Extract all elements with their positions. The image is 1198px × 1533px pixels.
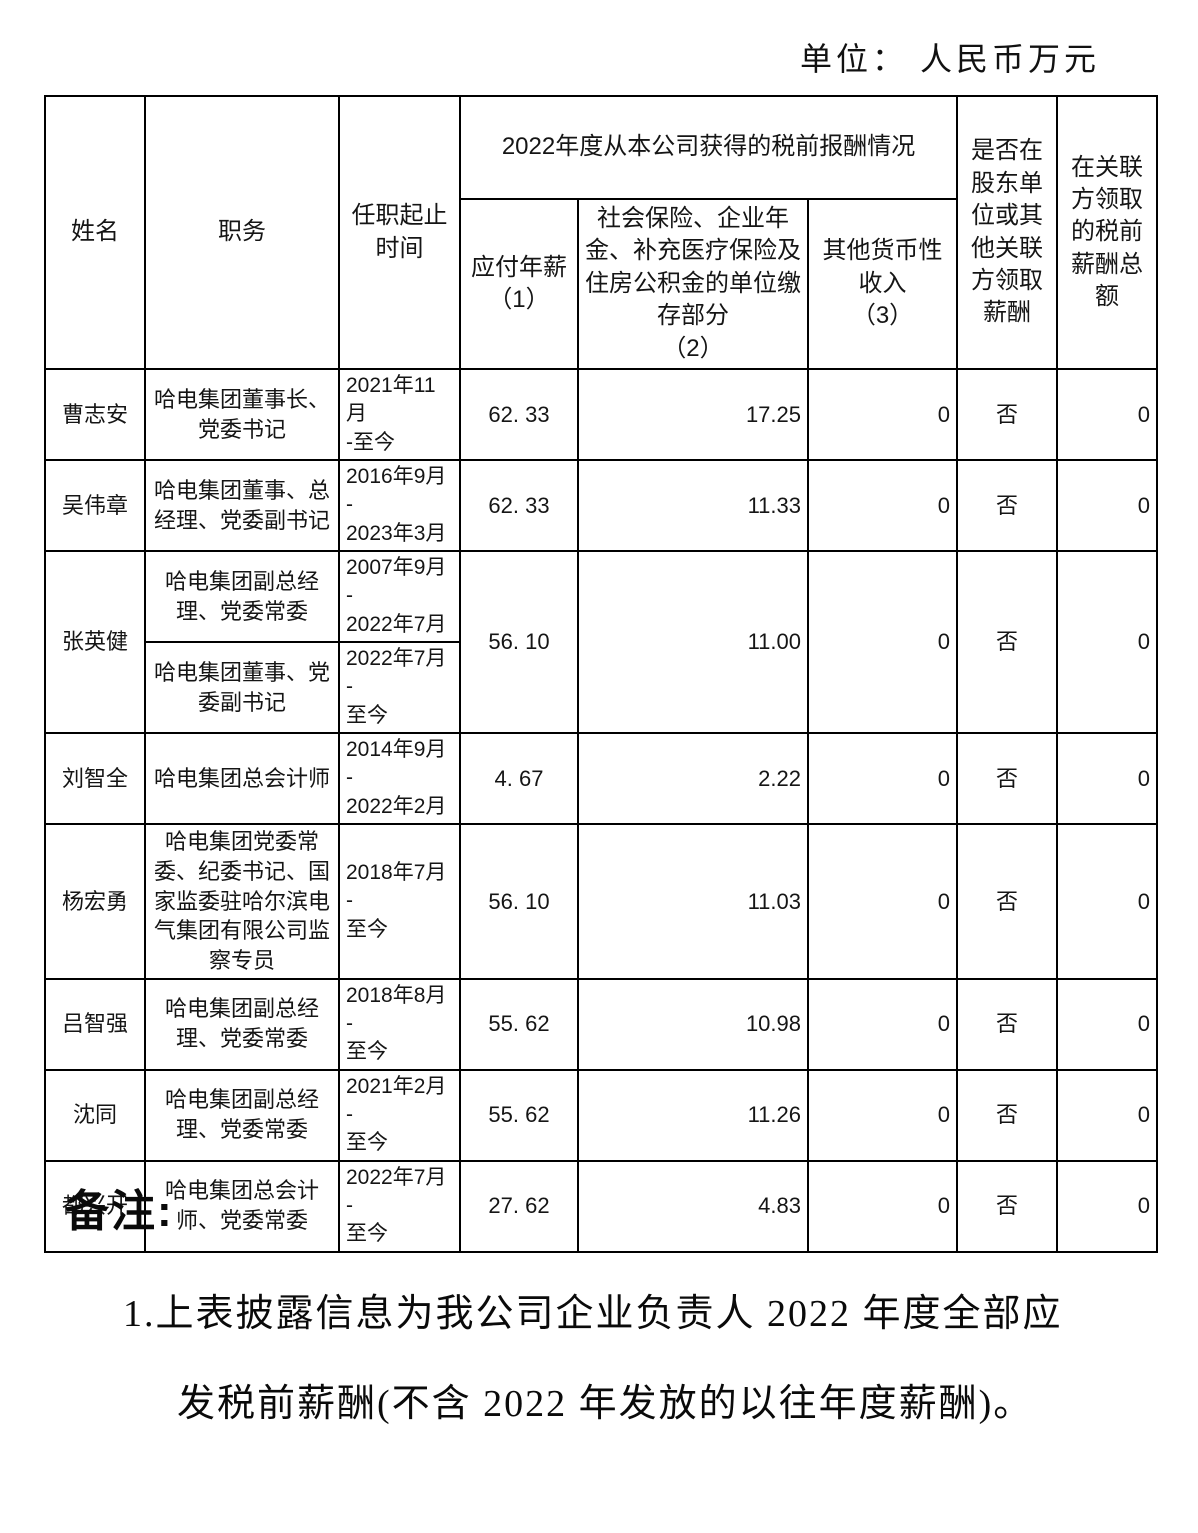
table-row: 杨宏勇 哈电集团党委常委、纪委书记、国家监委驻哈尔滨电气集团有限公司监察专员 2… bbox=[44, 823, 1159, 980]
cell-insurance: 11.03 bbox=[577, 823, 809, 980]
cell-salary: 62. 33 bbox=[459, 367, 579, 462]
cell-insurance: 11.00 bbox=[577, 550, 809, 735]
col-header-insurance: 社会保险、企业年金、补充医疗保险及住房公积金的单位缴存部分 （2） bbox=[577, 198, 809, 370]
cell-name: 刘智全 bbox=[44, 732, 146, 826]
cell-other-income: 0 bbox=[806, 459, 959, 553]
table-row: 张英健 哈电集团副总经理、党委常委 2007年9月 - 2022年7月 56. … bbox=[44, 550, 1159, 735]
cell-position: 哈电集团党委常委、纪委书记、国家监委驻哈尔滨电气集团有限公司监察专员 bbox=[144, 823, 340, 980]
cell-position: 哈电集团副总经理、党委常委 bbox=[144, 550, 340, 644]
table-row: 吴伟章 哈电集团董事、总经理、党委副书记 2016年9月 - 2023年3月 6… bbox=[44, 459, 1159, 553]
cell-name: 吕智强 bbox=[44, 977, 146, 1071]
cell-salary: 4. 67 bbox=[459, 732, 579, 826]
table-header: 姓名 职务 任职起止时间 2022年度从本公司获得的税前报酬情况 是否在股东单位… bbox=[44, 95, 1159, 370]
cell-salary: 27. 62 bbox=[459, 1159, 579, 1253]
cell-position: 哈电集团董事、党委副书记 bbox=[144, 641, 340, 735]
cell-name: 吴伟章 bbox=[44, 459, 146, 553]
cell-related-total: 0 bbox=[1056, 367, 1159, 462]
col-header-salary: 应付年薪 （1） bbox=[459, 198, 579, 370]
table-row: 都兴开 哈电集团总会计师、党委常委 2022年7月 - 至今 27. 62 4.… bbox=[44, 1159, 1159, 1253]
cell-insurance: 11.33 bbox=[577, 459, 809, 553]
cell-term: 2016年9月 - 2023年3月 bbox=[338, 459, 461, 553]
cell-name: 杨宏勇 bbox=[44, 823, 146, 980]
table-row-sub: 哈电集团董事、党委副书记 2022年7月 - 至今 bbox=[45, 641, 1157, 735]
cell-related-pay: 否 bbox=[956, 823, 1059, 980]
table-row: 吕智强 哈电集团副总经理、党委常委 2018年8月 - 至今 55. 62 10… bbox=[44, 977, 1159, 1071]
col-header-term: 任职起止时间 bbox=[338, 95, 461, 370]
cell-insurance: 11.26 bbox=[577, 1068, 809, 1162]
cell-related-total: 0 bbox=[1056, 977, 1159, 1071]
header-row-top: 姓名 职务 任职起止时间 2022年度从本公司获得的税前报酬情况 是否在股东单位… bbox=[44, 95, 1159, 370]
cell-position: 哈电集团副总经理、党委常委 bbox=[144, 977, 340, 1071]
header-row-sub: 应付年薪 （1） 社会保险、企业年金、补充医疗保险及住房公积金的单位缴存部分 （… bbox=[45, 198, 1157, 370]
notes-title: 备注: bbox=[65, 1187, 174, 1236]
cell-term: 2014年9月 - 2022年2月 bbox=[338, 732, 461, 826]
cell-salary: 55. 62 bbox=[459, 977, 579, 1071]
cell-other-income: 0 bbox=[806, 1159, 959, 1253]
cell-position: 哈电集团董事、总经理、党委副书记 bbox=[144, 459, 340, 553]
cell-name: 曹志安 bbox=[44, 367, 146, 462]
notes-section: 备注: 1.上表披露信息为我公司企业负责人 2022 年度全部应 发税前薪酬(不… bbox=[65, 1175, 1160, 1449]
cell-related-pay: 否 bbox=[956, 977, 1059, 1071]
cell-other-income: 0 bbox=[806, 1068, 959, 1162]
table-row: 曹志安 哈电集团董事长、党委书记 2021年11月 -至今 62. 33 17.… bbox=[44, 367, 1159, 462]
cell-related-pay: 否 bbox=[956, 1068, 1059, 1162]
cell-insurance: 4.83 bbox=[577, 1159, 809, 1253]
cell-other-income: 0 bbox=[806, 732, 959, 826]
cell-related-pay: 否 bbox=[956, 367, 1059, 462]
cell-term: 2007年9月 - 2022年7月 bbox=[338, 550, 461, 644]
cell-other-income: 0 bbox=[806, 367, 959, 462]
cell-other-income: 0 bbox=[806, 550, 959, 735]
cell-related-total: 0 bbox=[1056, 1068, 1159, 1162]
cell-related-pay: 否 bbox=[956, 1159, 1059, 1253]
cell-other-income: 0 bbox=[806, 977, 959, 1071]
unit-label: 单位： 人民币万元 bbox=[799, 41, 1100, 77]
col-header-comp-group: 2022年度从本公司获得的税前报酬情况 bbox=[458, 95, 959, 200]
cell-position: 哈电集团董事长、党委书记 bbox=[144, 367, 340, 462]
cell-salary: 55. 62 bbox=[459, 1068, 579, 1162]
cell-related-total: 0 bbox=[1056, 550, 1159, 735]
note-item: 1.上表披露信息为我公司企业负责人 2022 年度全部应 发税前薪酬(不含 20… bbox=[123, 1293, 1063, 1425]
col-header-position: 职务 bbox=[144, 95, 340, 370]
cell-salary: 62. 33 bbox=[459, 459, 579, 553]
cell-term: 2021年2月 - 至今 bbox=[338, 1068, 461, 1162]
cell-salary: 56. 10 bbox=[459, 823, 579, 980]
cell-position: 哈电集团总会计师、党委常委 bbox=[144, 1159, 340, 1253]
cell-term: 2022年7月 - 至今 bbox=[338, 1159, 461, 1253]
cell-insurance: 2.22 bbox=[577, 732, 809, 826]
cell-related-pay: 否 bbox=[956, 732, 1059, 826]
cell-related-total: 0 bbox=[1056, 823, 1159, 980]
cell-name: 张英健 bbox=[44, 550, 146, 735]
cell-term: 2018年8月 - 至今 bbox=[338, 977, 461, 1071]
table-row: 刘智全 哈电集团总会计师 2014年9月 - 2022年2月 4. 67 2.2… bbox=[44, 732, 1159, 826]
cell-term: 2022年7月 - 至今 bbox=[338, 641, 461, 735]
table-body: 曹志安 哈电集团董事长、党委书记 2021年11月 -至今 62. 33 17.… bbox=[44, 367, 1159, 1253]
cell-position: 哈电集团副总经理、党委常委 bbox=[144, 1068, 340, 1162]
cell-insurance: 17.25 bbox=[577, 367, 809, 462]
cell-name: 都兴开 bbox=[44, 1159, 146, 1253]
cell-related-pay: 否 bbox=[956, 550, 1059, 735]
cell-term: 2021年11月 -至今 bbox=[338, 367, 461, 462]
table-row: 沈同 哈电集团副总经理、党委常委 2021年2月 - 至今 55. 62 11.… bbox=[44, 1068, 1159, 1162]
cell-position: 哈电集团总会计师 bbox=[144, 732, 340, 826]
cell-related-total: 0 bbox=[1056, 459, 1159, 553]
cell-insurance: 10.98 bbox=[577, 977, 809, 1071]
cell-term: 2018年7月 - 至今 bbox=[338, 823, 461, 980]
cell-related-total: 0 bbox=[1056, 732, 1159, 826]
cell-name: 沈同 bbox=[44, 1068, 146, 1162]
cell-related-pay: 否 bbox=[956, 459, 1059, 553]
col-header-related-pay-question: 是否在股东单位或其他关联方领取薪酬 bbox=[956, 95, 1059, 370]
col-header-name: 姓名 bbox=[44, 95, 146, 370]
cell-other-income: 0 bbox=[806, 823, 959, 980]
cell-salary: 56. 10 bbox=[459, 550, 579, 735]
compensation-table: 姓名 职务 任职起止时间 2022年度从本公司获得的税前报酬情况 是否在股东单位… bbox=[44, 95, 1159, 1253]
cell-related-total: 0 bbox=[1056, 1159, 1159, 1253]
col-header-related-pay-total: 在关联方领取的税前薪酬总额 bbox=[1056, 95, 1159, 370]
col-header-other-income: 其他货币性收入 （3） bbox=[806, 198, 959, 370]
